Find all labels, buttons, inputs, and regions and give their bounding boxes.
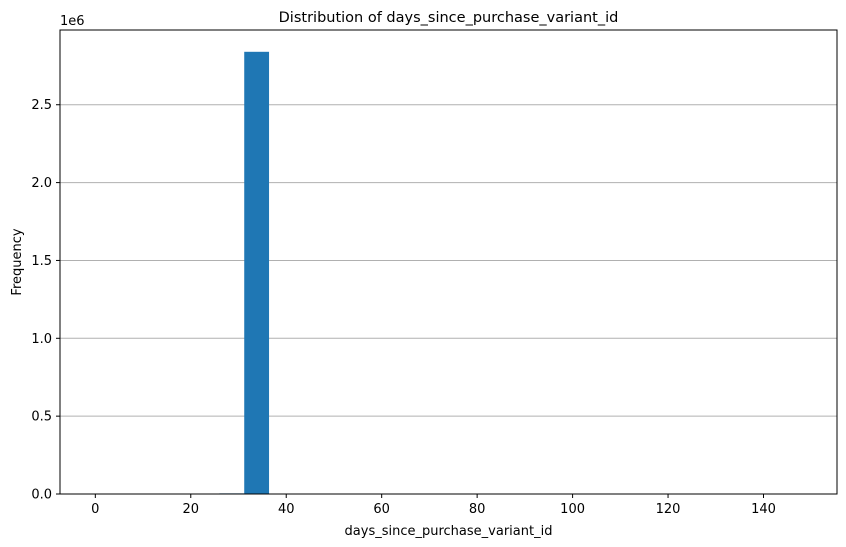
x-axis-ticks: 0 20 40 60 80 100 120 140 bbox=[91, 494, 776, 517]
x-tick-label: 0 bbox=[91, 502, 99, 517]
x-tick-label: 100 bbox=[560, 502, 585, 517]
y-axis-offset-label: 1e6 bbox=[60, 14, 85, 29]
y-axis-ticks: 0.0 0.5 1.0 1.5 2.0 2.5 bbox=[31, 98, 60, 503]
x-axis-label: days_since_purchase_variant_id bbox=[345, 524, 553, 539]
x-tick-label: 20 bbox=[182, 502, 199, 517]
y-axis-label: Frequency bbox=[10, 228, 25, 295]
x-tick-label: 120 bbox=[656, 502, 681, 517]
y-tick-label: 2.5 bbox=[31, 98, 52, 113]
histogram-bar bbox=[244, 51, 270, 495]
x-tick-label: 60 bbox=[373, 502, 390, 517]
y-tick-label: 2.0 bbox=[31, 176, 52, 191]
x-tick-label: 140 bbox=[751, 502, 776, 517]
x-tick-label: 80 bbox=[469, 502, 486, 517]
y-tick-label: 1.0 bbox=[31, 332, 52, 347]
y-tick-label: 1.5 bbox=[31, 254, 52, 269]
y-gridlines bbox=[60, 104, 837, 417]
y-tick-label: 0.0 bbox=[31, 488, 52, 503]
x-tick-label: 40 bbox=[278, 502, 295, 517]
y-tick-label: 0.5 bbox=[31, 410, 52, 425]
plot-frame bbox=[59, 29, 838, 495]
chart-title: Distribution of days_since_purchase_vari… bbox=[279, 10, 619, 26]
